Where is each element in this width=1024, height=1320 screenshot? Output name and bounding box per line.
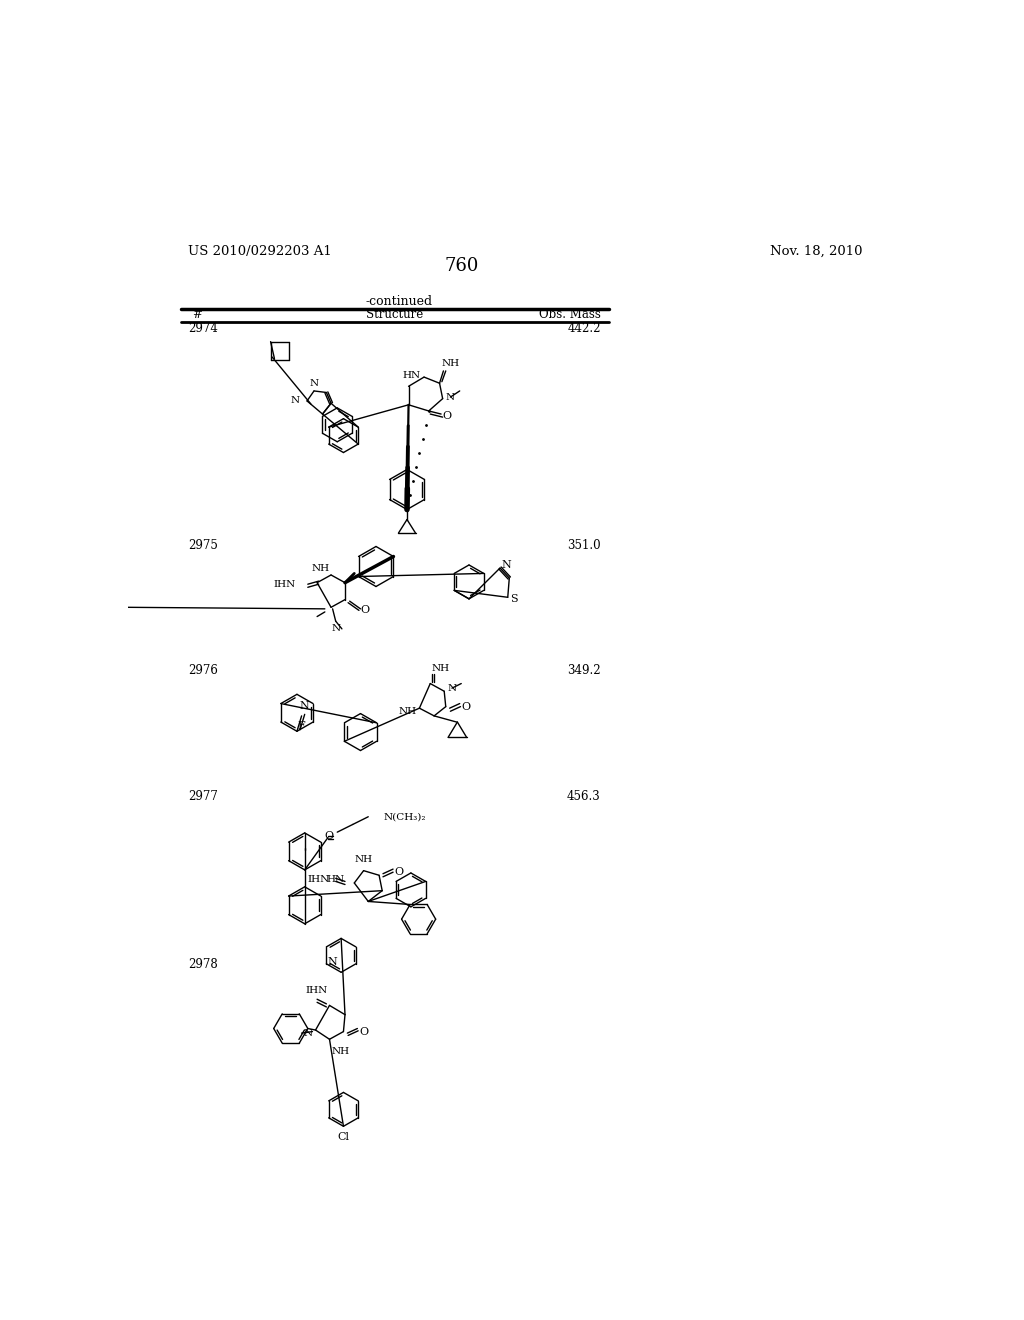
Text: O: O <box>325 832 334 841</box>
Text: N: N <box>303 1028 312 1038</box>
Text: NH: NH <box>331 1047 349 1056</box>
Text: N(CH₃)₂: N(CH₃)₂ <box>384 812 426 821</box>
Text: 349.2: 349.2 <box>567 664 601 677</box>
Text: 760: 760 <box>444 257 478 275</box>
Text: N: N <box>502 560 511 570</box>
Text: N: N <box>299 701 309 711</box>
Text: N: N <box>309 379 318 388</box>
Text: HN: HN <box>327 875 345 884</box>
Text: NH: NH <box>311 565 330 573</box>
Text: Obs. Mass: Obs. Mass <box>539 308 601 321</box>
Text: N: N <box>445 392 455 401</box>
Text: O: O <box>461 702 470 711</box>
Text: N: N <box>447 684 457 693</box>
Text: NH: NH <box>398 706 417 715</box>
Text: O: O <box>442 411 452 421</box>
Text: 442.2: 442.2 <box>567 322 601 335</box>
Text: O: O <box>360 606 370 615</box>
Text: S: S <box>510 594 518 603</box>
Text: F: F <box>298 721 305 731</box>
Text: Structure: Structure <box>366 308 423 321</box>
Text: -continued: -continued <box>366 294 433 308</box>
Text: IHN: IHN <box>306 986 328 995</box>
Text: 2978: 2978 <box>188 958 218 970</box>
Text: IHN: IHN <box>307 875 330 884</box>
Text: 456.3: 456.3 <box>567 789 601 803</box>
Text: US 2010/0292203 A1: US 2010/0292203 A1 <box>188 244 332 257</box>
Text: 2974: 2974 <box>188 322 218 335</box>
Text: Nov. 18, 2010: Nov. 18, 2010 <box>770 244 862 257</box>
Text: 2975: 2975 <box>188 539 218 552</box>
Text: N: N <box>328 957 338 968</box>
Text: #: # <box>193 308 202 321</box>
Text: NH: NH <box>442 359 460 368</box>
Text: O: O <box>359 1027 368 1036</box>
Text: Cl: Cl <box>338 1133 349 1142</box>
Text: 351.0: 351.0 <box>567 539 601 552</box>
Text: NH: NH <box>432 664 450 673</box>
Text: N: N <box>290 396 299 405</box>
Text: 2976: 2976 <box>188 664 218 677</box>
Text: 2977: 2977 <box>188 789 218 803</box>
Text: N: N <box>331 624 340 634</box>
Text: HN: HN <box>402 371 421 380</box>
Text: O: O <box>394 867 403 878</box>
Text: IHN: IHN <box>273 579 295 589</box>
Text: NH: NH <box>354 855 373 865</box>
